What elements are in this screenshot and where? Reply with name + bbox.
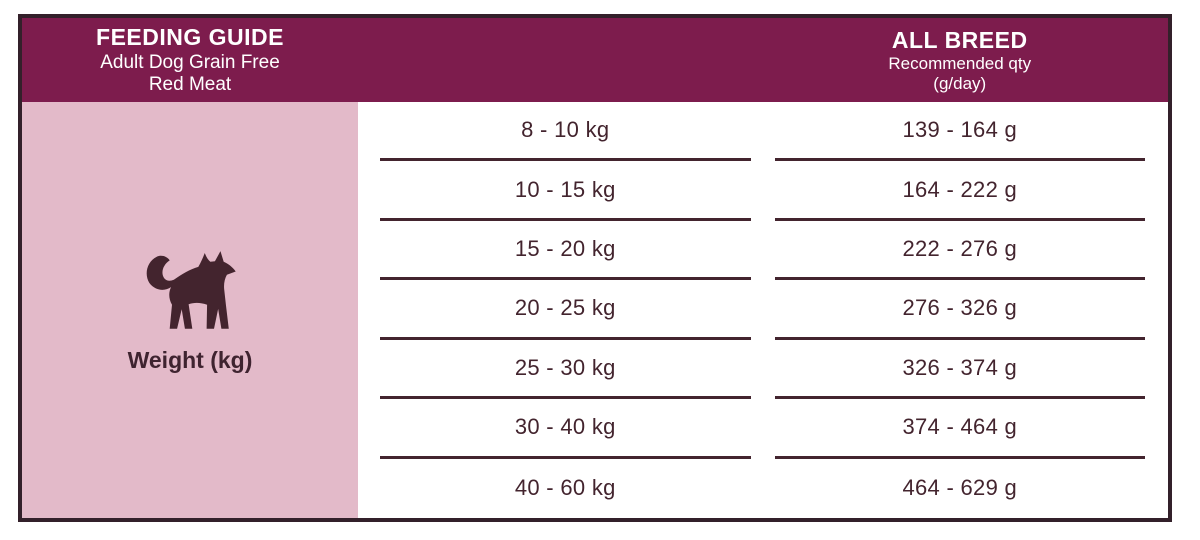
qty-range-cell: 164 - 222 g [774, 161, 1145, 221]
weight-range-cell: 15 - 20 kg [380, 221, 751, 281]
weight-range-cell: 10 - 15 kg [380, 161, 751, 221]
qty-range-cell: 139 - 164 g [774, 102, 1145, 162]
weight-range-cell: 25 - 30 kg [380, 340, 751, 400]
table-row: 10 - 15 kg 164 - 222 g [380, 161, 1145, 221]
qty-range-cell: 326 - 374 g [774, 340, 1145, 400]
weight-range-cell: 20 - 25 kg [380, 280, 751, 340]
weight-panel: Weight (kg) [22, 102, 358, 518]
table-row: 25 - 30 kg 326 - 374 g [380, 340, 1145, 400]
qty-range-cell: 222 - 276 g [774, 221, 1145, 281]
table-row: 8 - 10 kg 139 - 164 g [380, 102, 1145, 162]
header-left: FEEDING GUIDE Adult Dog Grain Free Red M… [22, 18, 358, 102]
feeding-table-body: 8 - 10 kg 139 - 164 g 10 - 15 kg 164 - 2… [358, 102, 1168, 518]
header-right: ALL BREED Recommended qty (g/day) [775, 18, 1146, 102]
weight-column-label: Weight (kg) [127, 346, 253, 373]
all-breed-title: ALL BREED [891, 26, 1028, 53]
header-right-zone: ALL BREED Recommended qty (g/day) [358, 18, 1168, 102]
product-line-label: Adult Dog Grain Free [100, 51, 280, 73]
qty-range-cell: 374 - 464 g [774, 399, 1145, 459]
card-body: Weight (kg) 8 - 10 kg 139 - 164 g 10 - 1… [22, 102, 1168, 518]
table-row: 30 - 40 kg 374 - 464 g [380, 399, 1145, 459]
recommended-qty-label: Recommended qty [888, 54, 1032, 74]
table-row: 20 - 25 kg 276 - 326 g [380, 280, 1145, 340]
header-band: FEEDING GUIDE Adult Dog Grain Free Red M… [22, 18, 1168, 102]
table-row: 15 - 20 kg 222 - 276 g [380, 221, 1145, 281]
feeding-guide-title: FEEDING GUIDE [96, 24, 284, 51]
qty-range-cell: 464 - 629 g [902, 475, 1018, 501]
header-spacer [380, 18, 751, 102]
product-variant-label: Red Meat [148, 73, 232, 95]
feeding-guide-card: FEEDING GUIDE Adult Dog Grain Free Red M… [18, 14, 1172, 522]
dog-icon [146, 250, 236, 329]
weight-range-cell: 8 - 10 kg [380, 102, 751, 162]
weight-range-cell: 40 - 60 kg [514, 475, 616, 501]
table-row: 40 - 60 kg 464 - 629 g [380, 459, 1145, 518]
qty-unit-label: (g/day) [933, 73, 987, 93]
qty-range-cell: 276 - 326 g [774, 280, 1145, 340]
weight-range-cell: 30 - 40 kg [380, 399, 751, 459]
